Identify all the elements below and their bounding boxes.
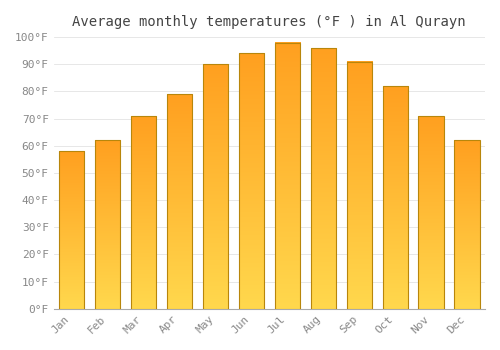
Bar xyxy=(274,43,300,309)
Bar xyxy=(418,116,444,309)
Bar xyxy=(346,62,372,309)
Bar xyxy=(167,94,192,309)
Bar xyxy=(95,140,120,309)
Bar xyxy=(454,140,479,309)
Title: Average monthly temperatures (°F ) in Al Qurayn: Average monthly temperatures (°F ) in Al… xyxy=(72,15,466,29)
Bar xyxy=(238,54,264,309)
Bar xyxy=(203,64,228,309)
Bar xyxy=(59,151,84,309)
Bar xyxy=(310,48,336,309)
Bar xyxy=(131,116,156,309)
Bar xyxy=(382,86,407,309)
